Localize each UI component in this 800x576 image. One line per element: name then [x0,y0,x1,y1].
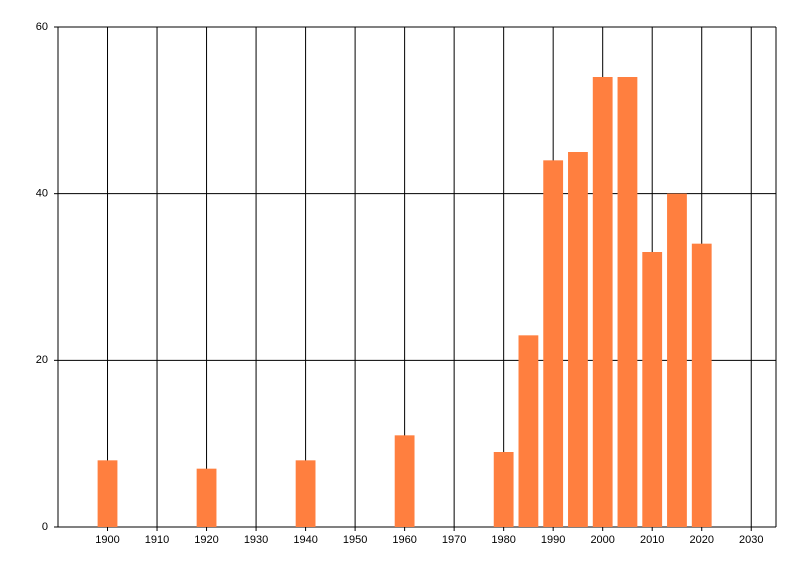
x-tick-label: 1930 [244,534,268,546]
bar [196,468,217,527]
y-tick-label: 40 [36,188,48,200]
x-tick-label: 1910 [145,534,169,546]
x-tick-label: 2000 [590,534,614,546]
x-tick-label: 1940 [293,534,317,546]
x-tick-label: 1950 [343,534,367,546]
bar [543,160,564,528]
x-tick-label: 1990 [541,534,565,546]
x-tick-label: 1980 [491,534,515,546]
bar [295,460,316,527]
x-tick-label: 1920 [194,534,218,546]
bar [691,243,712,527]
y-tick-label: 60 [36,21,48,33]
bar [667,193,687,527]
bar [592,77,613,527]
bar [642,252,663,527]
bar [617,77,638,527]
bar [493,452,514,527]
y-tick-label: 20 [36,354,48,366]
x-tick-label: 1960 [392,534,416,546]
x-tick-label: 1970 [442,534,466,546]
bar [97,460,118,527]
x-tick-label: 1900 [95,534,119,546]
bar [568,152,588,527]
x-tick-label: 2030 [739,534,763,546]
x-tick-label: 2020 [689,534,713,546]
bar [518,335,539,527]
bar [394,435,415,527]
y-tick-label: 0 [42,521,48,533]
x-tick-label: 2010 [640,534,664,546]
